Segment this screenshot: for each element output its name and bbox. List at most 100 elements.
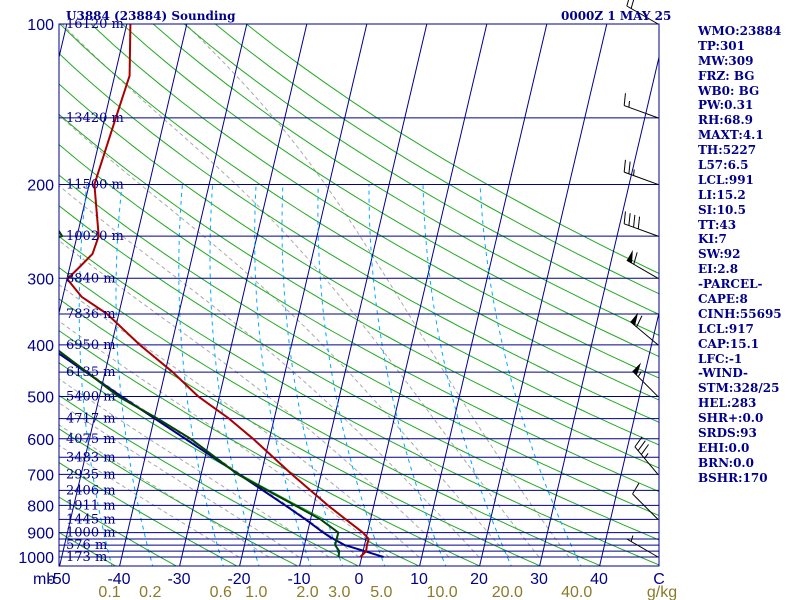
mixing-ratio-label: 20.0: [492, 584, 523, 600]
temperature-tick-label: 0: [355, 571, 364, 588]
wind-barb-flag: [626, 0, 630, 7]
sounding-index-item: RH:68.9: [698, 113, 753, 128]
height-label: 173 m: [66, 550, 107, 565]
dry-adiabat-line: [59, 461, 238, 566]
mixing-ratio-label: 0.1: [98, 584, 120, 600]
wind-barb-flag: [634, 436, 643, 448]
dry-adiabat-line: [152, 24, 659, 336]
sounding-indices: WMO:23884 TP:301 MW:309 FRZ: BG WB0: BG PW:0.…: [698, 24, 782, 486]
height-label: 2935 m: [66, 467, 116, 482]
dry-adiabat-line: [59, 235, 659, 566]
height-label: 1000 m: [66, 526, 116, 541]
temperature-tick-label: 10: [410, 571, 428, 588]
height-labels: 16120 m 13420 m 11500 m 10020 m 8840 m 7836 m…: [66, 17, 124, 565]
temperature-tick-label: -10: [287, 571, 310, 588]
dry-adiabat-line: [59, 496, 178, 566]
mixing-ratio-line: [209, 184, 260, 566]
height-label: 16120 m: [66, 17, 124, 32]
height-label: 7836 m: [66, 307, 116, 322]
wind-barb-half-flag: [637, 371, 642, 378]
pressure-tick-label: 500: [27, 390, 54, 407]
wind-barb-staff: [624, 223, 659, 237]
height-label: 13420 m: [66, 111, 124, 126]
wind-barb-pennant: [630, 312, 639, 326]
mixing-ratio-line: [78, 184, 113, 566]
wind-barb-staff: [624, 171, 659, 185]
mixing-ratio-label: 0.2: [139, 584, 161, 600]
wind-barb: [623, 159, 659, 185]
height-label: 2406 m: [66, 483, 116, 498]
mixing-ratio-labels: 0.1 0.2 0.6 1.0 2.0 3.0 5.0 10.0 20.0 40.0 g/kg: [98, 584, 677, 600]
isotherm-line: [299, 24, 428, 566]
wind-barb-staff: [624, 105, 659, 119]
dry-adiabat-line: [90, 24, 659, 379]
station-title: U3884 (23884) Sounding: [66, 9, 236, 23]
sounding-index-item: TT:43: [698, 217, 737, 232]
sounding-index-item: CINH:55695: [698, 306, 782, 321]
temperature-tick-label: C: [653, 571, 665, 588]
dry-adiabat-line: [59, 83, 659, 446]
height-label: 3483 m: [66, 450, 116, 465]
temperature-tick-labels: -50 -40 -30 -20 -10 0 10 20 30 40 C: [47, 571, 664, 588]
height-label: 10020 m: [66, 229, 124, 244]
mixing-ratio-label: 1.0: [245, 584, 267, 600]
mixing-ratio-label: 2.0: [296, 584, 318, 600]
sounding-index-item: SI:10.5: [698, 202, 746, 217]
dry-adiabat-line: [59, 298, 542, 566]
sounding-index-item: LI:15.2: [698, 187, 746, 202]
sounding-index-item: CAPE:8: [698, 292, 748, 307]
wind-barb-staff: [632, 370, 659, 397]
wind-barb-flag: [632, 483, 640, 495]
wind-barb-staff: [626, 5, 659, 25]
mixing-ratio-label: 5.0: [370, 584, 392, 600]
sounding-index-item: LCL:991: [698, 172, 754, 187]
isotherm-line: [119, 24, 248, 566]
sounding-index-item: KI:7: [698, 232, 727, 247]
isotherm-line: [59, 24, 128, 316]
wind-barb-staff: [634, 446, 659, 475]
sounding-index-item: EHI:0.0: [698, 440, 750, 455]
wind-barb-half-flag: [633, 169, 635, 176]
isotherm-line: [179, 24, 308, 566]
wind-barb-flag: [640, 444, 649, 455]
isotherm-line: [479, 24, 608, 566]
pressure-tick-label: 900: [27, 526, 54, 543]
plot-frame: [58, 23, 660, 567]
sounding-index-item: -PARCEL-: [698, 277, 763, 292]
mixing-ratio-label: 3.0: [328, 584, 350, 600]
pressure-tick-label: 400: [27, 338, 54, 355]
wind-barb-flag: [628, 161, 631, 174]
wind-barb-flag: [636, 315, 643, 328]
mixing-ratio-line: [317, 184, 386, 566]
plot-border: [58, 23, 660, 567]
sounding-index-item: SW:92: [698, 247, 741, 262]
sounding-index-item: SRDS:93: [698, 426, 757, 441]
profile-series: [59, 24, 384, 558]
wind-barb-flag: [623, 159, 626, 173]
pressure-tick-label: 600: [27, 432, 54, 449]
temperature-trace: [66, 24, 370, 558]
wind-barb: [623, 211, 659, 237]
pressure-tick-label: 1000: [18, 550, 54, 567]
height-label: 6950 m: [66, 338, 116, 353]
pressure-tick-label: 200: [27, 177, 54, 194]
height-label: 8840 m: [66, 271, 116, 286]
mixing-ratio-label: 0.6: [210, 584, 232, 600]
isotherm-line: [59, 24, 188, 566]
parcel-trace: [59, 352, 384, 558]
isotherm-line: [239, 24, 368, 566]
isotherm-line: [599, 310, 659, 566]
sounding-index-item: EI:2.8: [698, 262, 739, 277]
mixing-ratio-line: [115, 184, 154, 566]
pressure-tick-label: 300: [27, 271, 54, 288]
sounding-index-item: CAP:15.1: [698, 336, 760, 351]
dry-adiabat-line: [59, 52, 659, 423]
wind-barb-flag: [633, 252, 638, 265]
wind-barb-flag: [623, 211, 626, 224]
dry-adiabat-line: [59, 330, 481, 566]
mixing-ratio-label: 10.0: [427, 584, 458, 600]
height-label: 4075 m: [66, 432, 116, 447]
pressure-tick-label: 700: [27, 467, 54, 484]
